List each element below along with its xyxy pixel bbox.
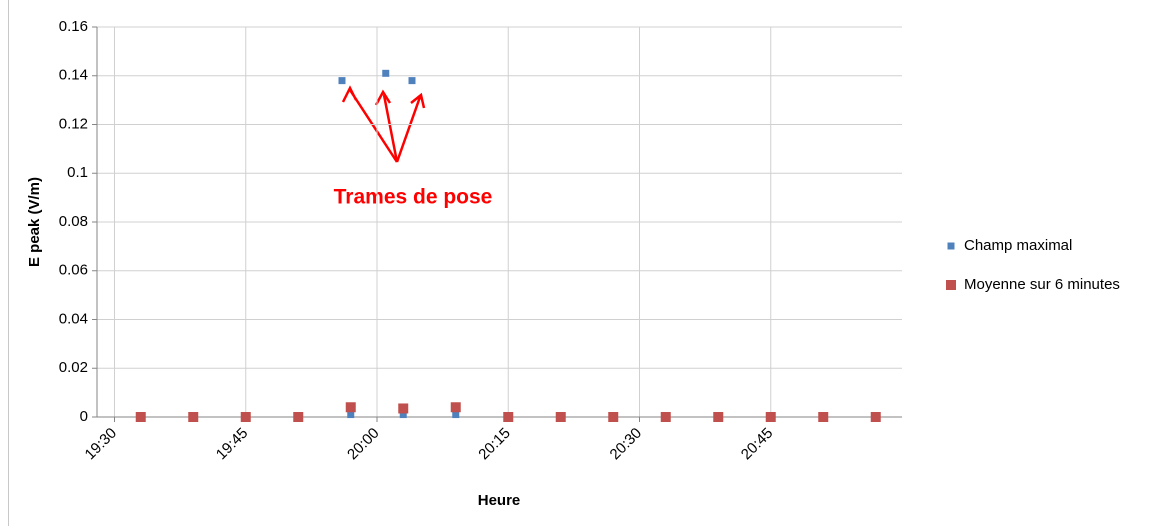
- marker: [555, 412, 566, 422]
- y-tick-label: 0.14: [59, 67, 88, 84]
- y-tick-label: 0.04: [59, 310, 88, 327]
- arrow: [395, 92, 426, 163]
- x-tick-label: 20:45: [738, 425, 777, 464]
- marker: [345, 402, 356, 413]
- marker: [399, 411, 407, 419]
- y-tick-label: 0.12: [59, 115, 88, 132]
- marker: [818, 412, 829, 422]
- y-axis-title: E peak (V/m): [26, 177, 43, 267]
- y-tick-label: 0.16: [59, 18, 88, 35]
- marker: [338, 77, 346, 85]
- arrow: [374, 89, 399, 163]
- x-tick-label: 20:30: [607, 425, 646, 464]
- marker: [135, 412, 146, 422]
- marker: [240, 412, 251, 422]
- x-tick-label: 20:00: [344, 425, 383, 464]
- marker: [398, 403, 409, 414]
- marker: [408, 77, 416, 85]
- marker: [608, 412, 619, 422]
- legend-label: Champ maximal: [964, 237, 1072, 254]
- y-tick-label: 0.02: [59, 359, 88, 376]
- arrow: [341, 85, 399, 163]
- y-tick-label: 0.08: [59, 213, 88, 230]
- marker: [450, 402, 461, 413]
- marker: [503, 412, 514, 422]
- marker: [660, 412, 671, 422]
- annotation-arrows: [341, 85, 426, 163]
- y-tick-label: 0.06: [59, 262, 88, 279]
- y-tick-label: 0.1: [67, 164, 88, 181]
- annotation: Trames de pose: [334, 186, 493, 209]
- x-axis-title: Heure: [478, 492, 521, 509]
- marker: [347, 411, 355, 419]
- x-tick-label: 19:30: [82, 425, 121, 464]
- marker: [382, 69, 390, 77]
- marker: [870, 412, 881, 422]
- marker: [452, 411, 460, 419]
- x-tick-label: 19:45: [213, 425, 252, 464]
- marker: [188, 412, 199, 422]
- marker: [713, 412, 724, 422]
- marker: [293, 412, 304, 422]
- legend-marker: [947, 242, 955, 250]
- marker: [765, 412, 776, 422]
- x-tick-label: 20:15: [475, 425, 514, 464]
- legend-label: Moyenne sur 6 minutes: [964, 276, 1120, 293]
- legend-marker: [946, 280, 956, 290]
- y-tick-label: 0: [80, 408, 88, 425]
